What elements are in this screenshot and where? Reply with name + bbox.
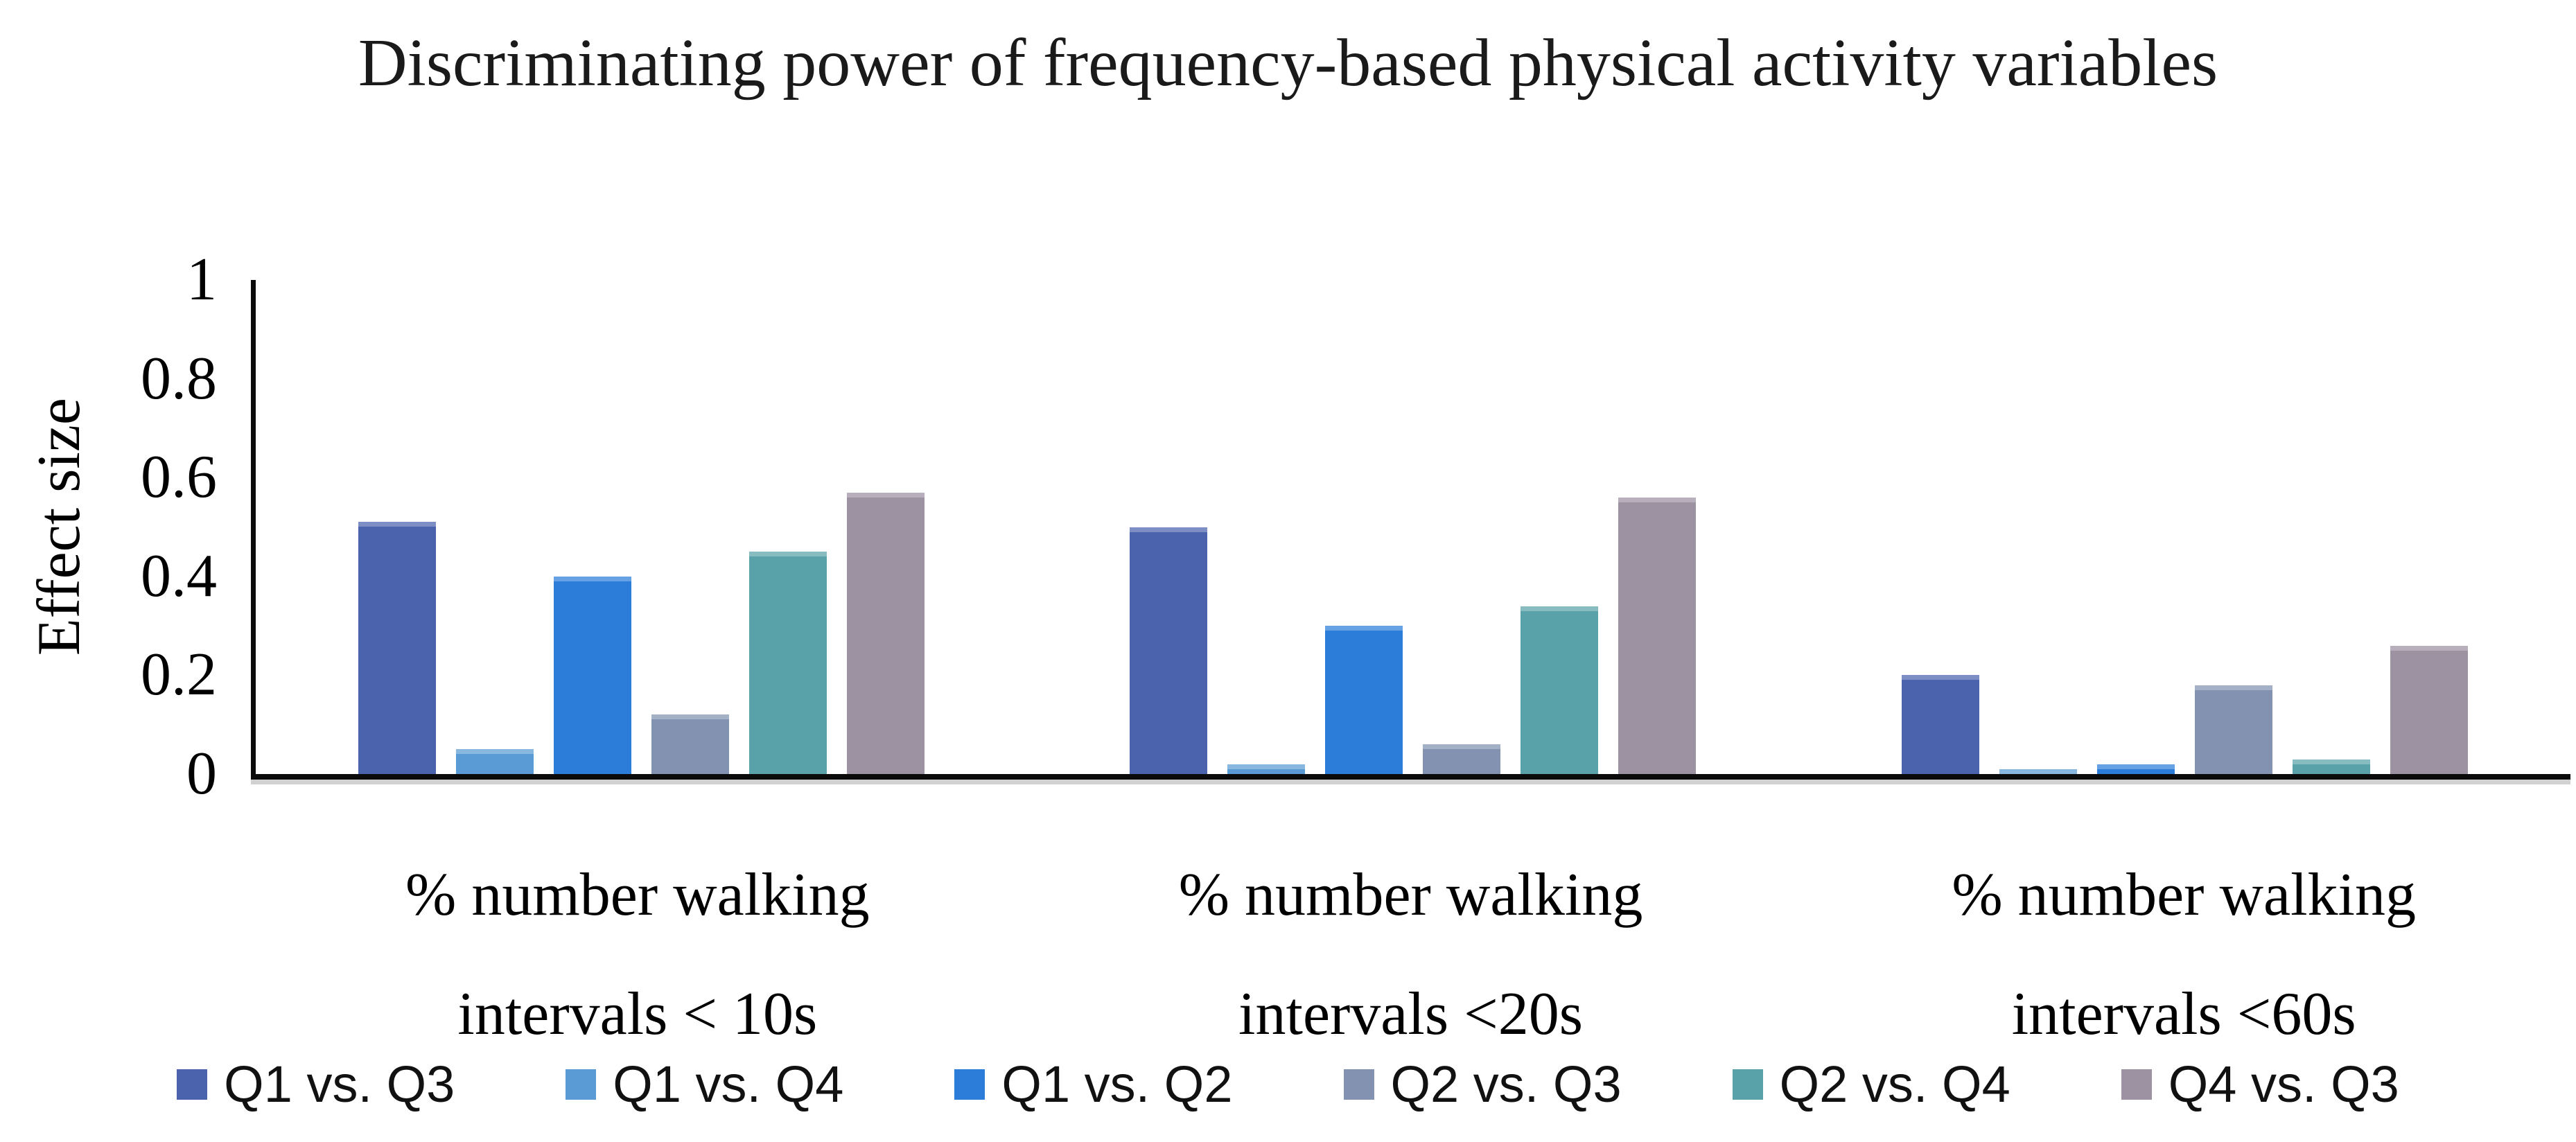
y-tick-label: 0.2	[141, 641, 217, 709]
bar-q2-vs-q3	[651, 714, 730, 774]
legend: Q1 vs. Q3 Q1 vs. Q4 Q1 vs. Q2 Q2 vs. Q3 Q2 v…	[0, 1055, 2576, 1114]
bar-q4-vs-q3	[2390, 645, 2468, 774]
bar-q4-vs-q3	[847, 492, 925, 774]
legend-swatch-icon	[177, 1069, 208, 1100]
legend-label: Q4 vs. Q3	[2168, 1055, 2399, 1113]
x-category-label: % number walking intervals < 10s	[251, 836, 1024, 1073]
x-axis-category-labels: % number walking intervals < 10s % number…	[251, 836, 2570, 1073]
legend-label: Q1 vs. Q4	[613, 1055, 844, 1113]
bar-group	[1027, 280, 1798, 774]
chart-title: Discriminating power of frequency-based …	[358, 26, 2218, 100]
x-category-label-text: % number walking intervals <20s	[1178, 861, 1643, 1048]
bar-q2-vs-q3	[2194, 685, 2272, 774]
x-category-label: % number walking intervals <20s	[1024, 836, 1798, 1073]
bar-q4-vs-q3	[1618, 497, 1697, 774]
legend-item-q4-vs-q3: Q4 vs. Q3	[2121, 1055, 2399, 1114]
y-tick-label: 0.4	[141, 542, 217, 610]
bar-group	[256, 280, 1027, 774]
bar-q1-vs-q2	[1325, 626, 1403, 774]
bar-q1-vs-q4	[1999, 768, 2077, 774]
bar-q1-vs-q3	[358, 522, 437, 774]
legend-swatch-icon	[954, 1069, 985, 1100]
y-tick-label: 1	[186, 246, 217, 313]
x-category-label-text: % number walking intervals < 10s	[405, 861, 870, 1048]
bar-q2-vs-q4	[1521, 606, 1599, 774]
legend-label: Q1 vs. Q3	[224, 1055, 455, 1113]
y-tick-label: 0.6	[141, 443, 217, 511]
y-axis-ticks: 1 0.8 0.6 0.4 0.2 0	[0, 249, 232, 805]
x-category-label: % number walking intervals <60s	[1797, 836, 2570, 1073]
bar-q1-vs-q2	[2096, 764, 2175, 774]
legend-swatch-icon	[1343, 1069, 1374, 1100]
y-tick-label: 0.8	[141, 344, 217, 412]
legend-swatch-icon	[1732, 1069, 1763, 1100]
legend-swatch-icon	[2121, 1069, 2152, 1100]
bar-q2-vs-q3	[1423, 744, 1501, 774]
bar-q1-vs-q3	[1130, 527, 1208, 774]
bar-q2-vs-q4	[2292, 759, 2370, 774]
bar-q1-vs-q4	[456, 749, 534, 774]
legend-label: Q2 vs. Q4	[1779, 1055, 2010, 1113]
legend-item-q1-vs-q3: Q1 vs. Q3	[177, 1055, 455, 1114]
legend-label: Q1 vs. Q2	[1001, 1055, 1233, 1113]
bar-q2-vs-q4	[749, 552, 827, 774]
legend-item-q2-vs-q4: Q2 vs. Q4	[1732, 1055, 2010, 1114]
y-tick-label: 0	[186, 740, 217, 807]
bar-q1-vs-q4	[1227, 764, 1306, 774]
bar-q1-vs-q2	[554, 576, 632, 774]
bar-q1-vs-q3	[1901, 675, 1979, 774]
bar-group	[1799, 280, 2570, 774]
legend-item-q2-vs-q3: Q2 vs. Q3	[1343, 1055, 1622, 1114]
legend-item-q1-vs-q4: Q1 vs. Q4	[566, 1055, 843, 1114]
plot-area	[251, 280, 2570, 780]
x-category-label-text: % number walking intervals <60s	[1952, 861, 2416, 1048]
legend-label: Q2 vs. Q3	[1390, 1055, 1622, 1113]
legend-item-q1-vs-q2: Q1 vs. Q2	[954, 1055, 1233, 1114]
legend-swatch-icon	[566, 1069, 597, 1100]
